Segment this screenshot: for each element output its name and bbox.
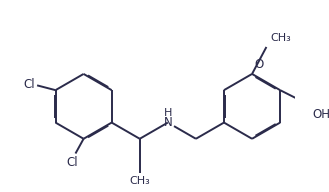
Text: CH₃: CH₃ <box>129 176 150 186</box>
Text: Cl: Cl <box>24 78 35 91</box>
Text: Cl: Cl <box>67 156 78 169</box>
Text: H: H <box>164 108 172 118</box>
Text: O: O <box>254 58 263 71</box>
Text: CH₃: CH₃ <box>270 33 291 43</box>
Text: N: N <box>164 116 172 129</box>
Text: OH: OH <box>313 108 329 121</box>
